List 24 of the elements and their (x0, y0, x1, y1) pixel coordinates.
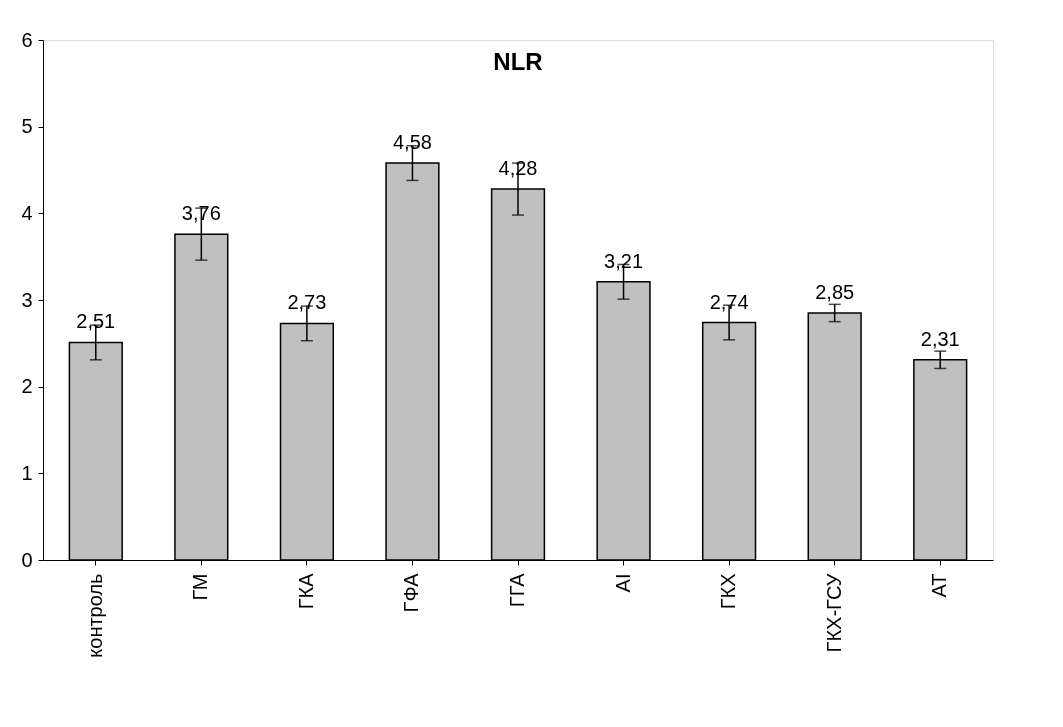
y-tick-label: 1 (21, 461, 33, 484)
data-label: 2,85 (815, 281, 855, 303)
y-tick-label: 0 (21, 548, 33, 571)
y-tick-label: 6 (21, 28, 33, 51)
y-tick-label: 2 (21, 375, 33, 398)
data-label: 2,51 (76, 310, 116, 333)
y-tick-label: 4 (21, 201, 33, 224)
x-tick-label: ГГА (506, 572, 528, 608)
x-tick-label: ГКХ (717, 573, 740, 610)
y-tick-label: 5 (21, 115, 33, 138)
x-tick-label: контроль (83, 573, 106, 658)
data-label: 2,31 (920, 327, 960, 350)
y-tick-label: 3 (21, 288, 33, 311)
x-tick-label: ГКХ-ГСУ (822, 573, 845, 653)
data-label: 2,74 (709, 290, 749, 313)
x-tick-label: ГМ (189, 573, 212, 601)
x-tick-label: АТ (928, 573, 951, 598)
x-tick-label: AI (611, 573, 634, 593)
chart-title: NLR (493, 48, 543, 75)
x-tick-label: ГКА (294, 572, 317, 610)
data-label: 3,21 (604, 249, 644, 272)
data-label: 4,58 (392, 131, 432, 154)
data-label: 2,73 (287, 291, 327, 314)
x-tick-label: ГФА (400, 572, 423, 613)
